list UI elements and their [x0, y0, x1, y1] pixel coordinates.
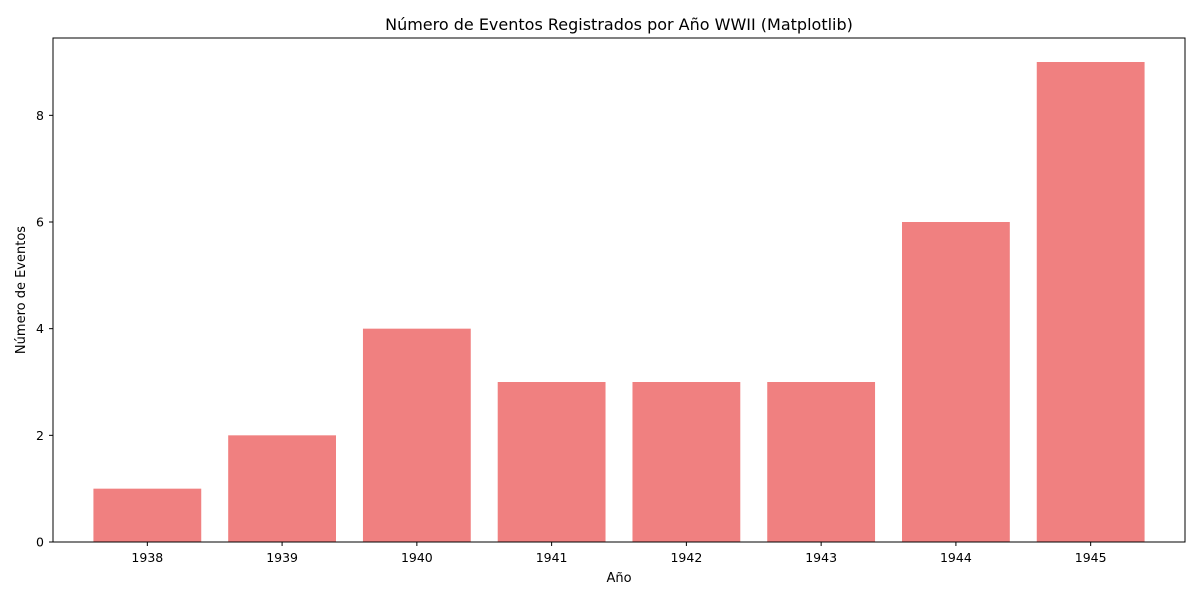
x-tick-label: 1939 — [266, 550, 298, 565]
bar-1944 — [902, 222, 1010, 542]
x-axis-label: Año — [606, 571, 631, 586]
bar-1941 — [497, 382, 606, 542]
x-tick-label: 1944 — [940, 550, 972, 565]
bar-1940 — [362, 328, 471, 542]
x-tick-label: 1945 — [1075, 550, 1107, 565]
y-tick-label: 6 — [36, 215, 44, 230]
y-axis-label: Número de Eventos — [14, 226, 29, 354]
plot-frame — [52, 37, 1186, 543]
x-tick-label: 1943 — [805, 550, 837, 565]
y-axis-ticks: 0 2 4 6 8 — [36, 108, 53, 550]
x-axis-ticks: 1938 1939 1940 1941 1942 1943 1944 1945 — [131, 542, 1107, 565]
bar-1939 — [228, 435, 336, 542]
chart-title: Número de Eventos Registrados por Año WW… — [385, 15, 853, 34]
x-tick-label: 1938 — [131, 550, 163, 565]
bar-1945 — [1036, 62, 1145, 542]
y-tick-label: 2 — [36, 428, 44, 443]
bar-1938 — [93, 488, 202, 542]
y-tick-label: 0 — [36, 535, 44, 550]
x-tick-label: 1940 — [401, 550, 433, 565]
bars-group — [93, 62, 1145, 542]
bar-1942 — [632, 382, 741, 542]
y-tick-label: 8 — [36, 108, 44, 123]
bar-1943 — [767, 382, 876, 542]
x-tick-label: 1942 — [670, 550, 702, 565]
y-tick-label: 4 — [36, 321, 44, 336]
x-tick-label: 1941 — [536, 550, 568, 565]
